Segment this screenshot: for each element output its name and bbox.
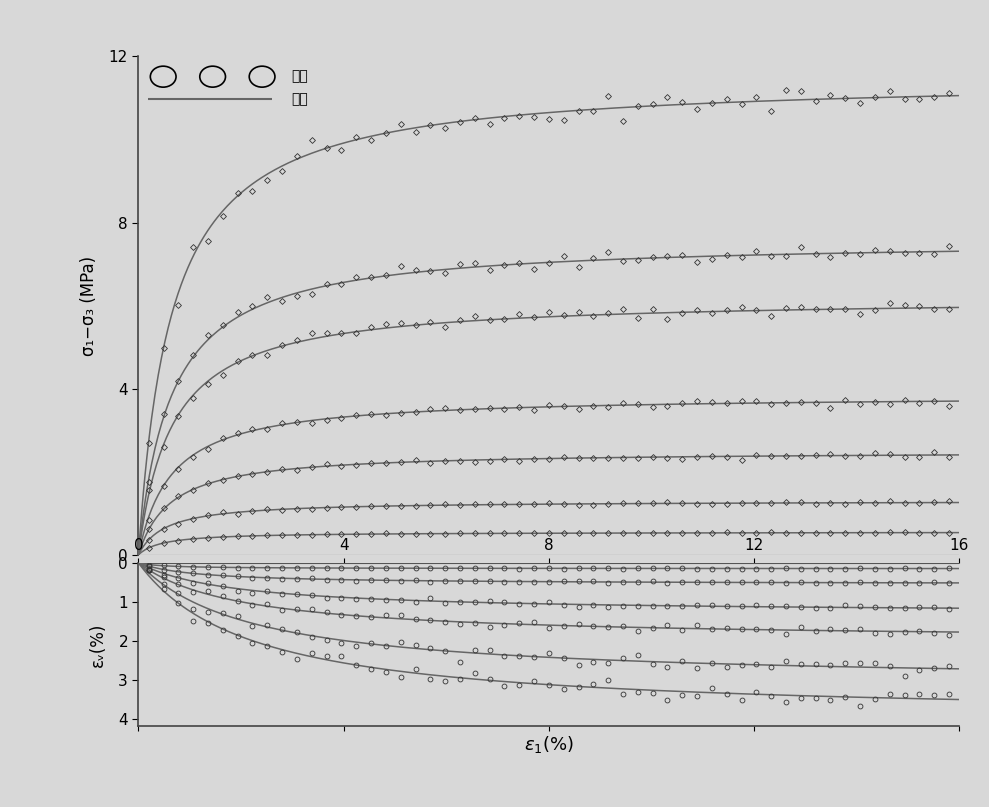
Text: 试验: 试验 xyxy=(292,69,309,84)
X-axis label: $\varepsilon_1$(%): $\varepsilon_1$(%) xyxy=(524,734,574,755)
Y-axis label: εᵥ(%): εᵥ(%) xyxy=(89,622,107,667)
Y-axis label: σ₁−σ₃ (MPa): σ₁−σ₃ (MPa) xyxy=(80,256,98,356)
Text: 模型: 模型 xyxy=(292,92,309,107)
